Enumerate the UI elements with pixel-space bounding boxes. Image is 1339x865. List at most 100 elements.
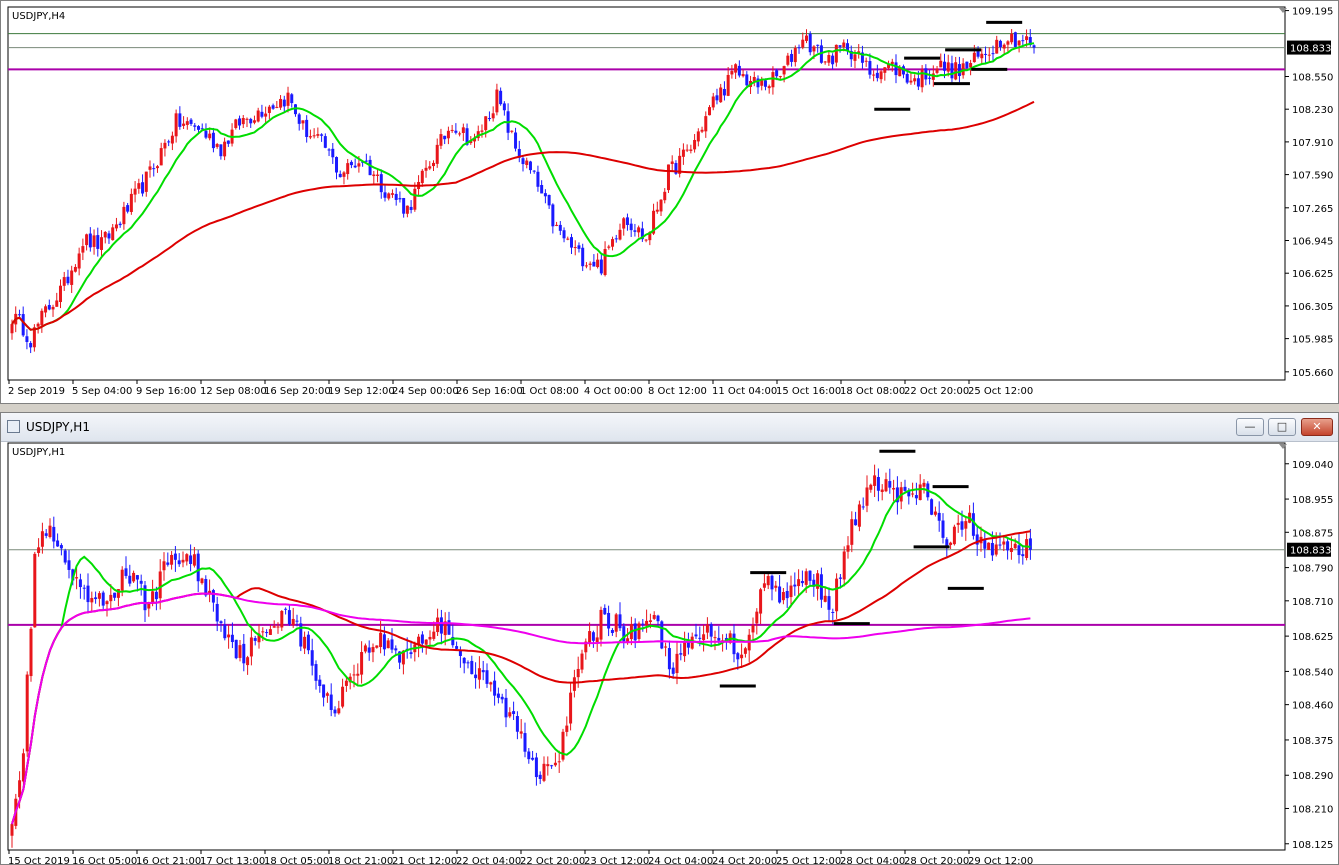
candle-body <box>652 210 656 234</box>
candle-body <box>200 128 204 130</box>
candle-body <box>133 188 137 195</box>
candle-body <box>645 620 649 626</box>
x-tick-label: 29 Oct 12:00 <box>968 856 1033 864</box>
candle-body <box>521 158 525 165</box>
candle-body <box>655 209 659 212</box>
candle-body <box>470 660 474 675</box>
candle-body <box>842 42 846 47</box>
candle-body <box>246 657 250 666</box>
candle-body <box>592 261 596 267</box>
maximize-button[interactable]: □ <box>1268 418 1296 436</box>
candle-body <box>660 621 664 649</box>
h4-chart[interactable]: USDJPY,H4 109.195 108.833 108.550 108.230 107… <box>1 1 1338 403</box>
candle-body <box>857 504 861 527</box>
candle-body <box>344 680 348 686</box>
candle-body <box>1021 554 1025 557</box>
candle-body <box>517 148 521 158</box>
candle-body <box>143 585 147 611</box>
candle-body <box>78 579 82 588</box>
candle-body <box>477 668 481 680</box>
candle-body <box>174 113 178 137</box>
y-tick-label: 106.305 <box>1292 302 1333 313</box>
candle-body <box>431 162 435 167</box>
candle-body <box>29 343 33 348</box>
candle-body <box>846 545 850 552</box>
candle-body <box>368 159 372 176</box>
candle-body <box>25 336 29 342</box>
candle-body <box>610 629 614 633</box>
candle-body <box>185 554 189 562</box>
candle-body <box>242 643 246 664</box>
candle-body <box>827 596 831 610</box>
x-tick-label: 2 Sep 2019 <box>8 386 65 397</box>
shift-marker <box>1279 8 1287 13</box>
candle-body <box>257 633 261 643</box>
candle-body <box>531 757 535 760</box>
h1-window-titlebar[interactable]: USDJPY,H1 — □ ✕ <box>1 413 1338 442</box>
candle-body <box>379 174 383 193</box>
candle-body <box>743 648 747 654</box>
x-tick-label: 23 Oct 12:00 <box>584 856 649 864</box>
candle-body <box>786 55 790 65</box>
candle-body <box>227 634 231 638</box>
y-tick-label: 109.040 <box>1292 460 1333 471</box>
candle-body <box>823 61 827 63</box>
candle-body <box>686 642 690 648</box>
candle-body <box>443 135 447 140</box>
candle-body <box>532 170 536 172</box>
candle-body <box>111 227 115 241</box>
close-button[interactable]: ✕ <box>1301 418 1333 436</box>
candle-body <box>126 205 130 212</box>
candle-body <box>402 198 406 214</box>
candle-body <box>44 306 48 313</box>
x-tick-label: 25 Oct 12:00 <box>968 386 1033 397</box>
candle-body <box>148 166 152 170</box>
x-tick-label: 11 Oct 04:00 <box>712 386 777 397</box>
candle-body <box>52 526 56 542</box>
candle-body <box>341 686 345 707</box>
candle-body <box>337 708 341 714</box>
candle-body <box>614 238 618 240</box>
candle-body <box>375 645 379 648</box>
y-tick-label: 108.210 <box>1292 804 1333 815</box>
candle-body <box>318 679 322 686</box>
minimize-button[interactable]: — <box>1236 418 1264 436</box>
candle-body <box>265 632 269 634</box>
candle-body <box>88 233 92 248</box>
candle-body <box>1009 547 1013 552</box>
candle-body <box>109 594 113 602</box>
x-tick-label: 16 Sep 20:00 <box>264 386 331 397</box>
candle-body <box>827 55 831 63</box>
candle-body <box>360 652 364 675</box>
candle-body <box>409 206 413 210</box>
candle-body <box>264 113 268 117</box>
candle-body <box>81 246 85 253</box>
candle-body <box>245 118 249 120</box>
x-tick-label: 16 Oct 21:00 <box>136 856 201 864</box>
candle-body <box>1006 41 1010 45</box>
y-tick-label: 108.125 <box>1292 840 1333 851</box>
y-tick-label: 108.290 <box>1292 771 1333 782</box>
candle-body <box>884 479 888 492</box>
candle-body <box>797 579 801 587</box>
candle-body <box>569 692 573 724</box>
candle-body <box>379 632 383 648</box>
candle-body <box>29 628 33 677</box>
candle-body <box>489 682 493 685</box>
candle-body <box>812 579 816 587</box>
h1-chart-window[interactable]: USDJPY,H1 — □ ✕ USDJPY,H1 109.040 108.955 1… <box>0 412 1339 865</box>
h4-chart-window[interactable]: USDJPY,H4 109.195 108.833 108.550 108.230 107… <box>0 0 1339 404</box>
candle-body <box>466 662 470 664</box>
candle-body <box>58 285 62 303</box>
candle-body <box>189 555 193 564</box>
candle-body <box>607 612 611 629</box>
y-tick-label: 108.955 <box>1292 495 1333 506</box>
candle-body <box>557 761 561 763</box>
x-tick-label: 21 Oct 12:00 <box>392 856 457 864</box>
candle-body <box>700 129 704 132</box>
candle-body <box>305 119 309 137</box>
candle-body <box>120 569 124 591</box>
candle-body <box>357 163 361 167</box>
candle-body <box>238 118 242 126</box>
h1-chart[interactable]: USDJPY,H1 109.040 108.955 108.875 108.833 108… <box>1 441 1338 864</box>
